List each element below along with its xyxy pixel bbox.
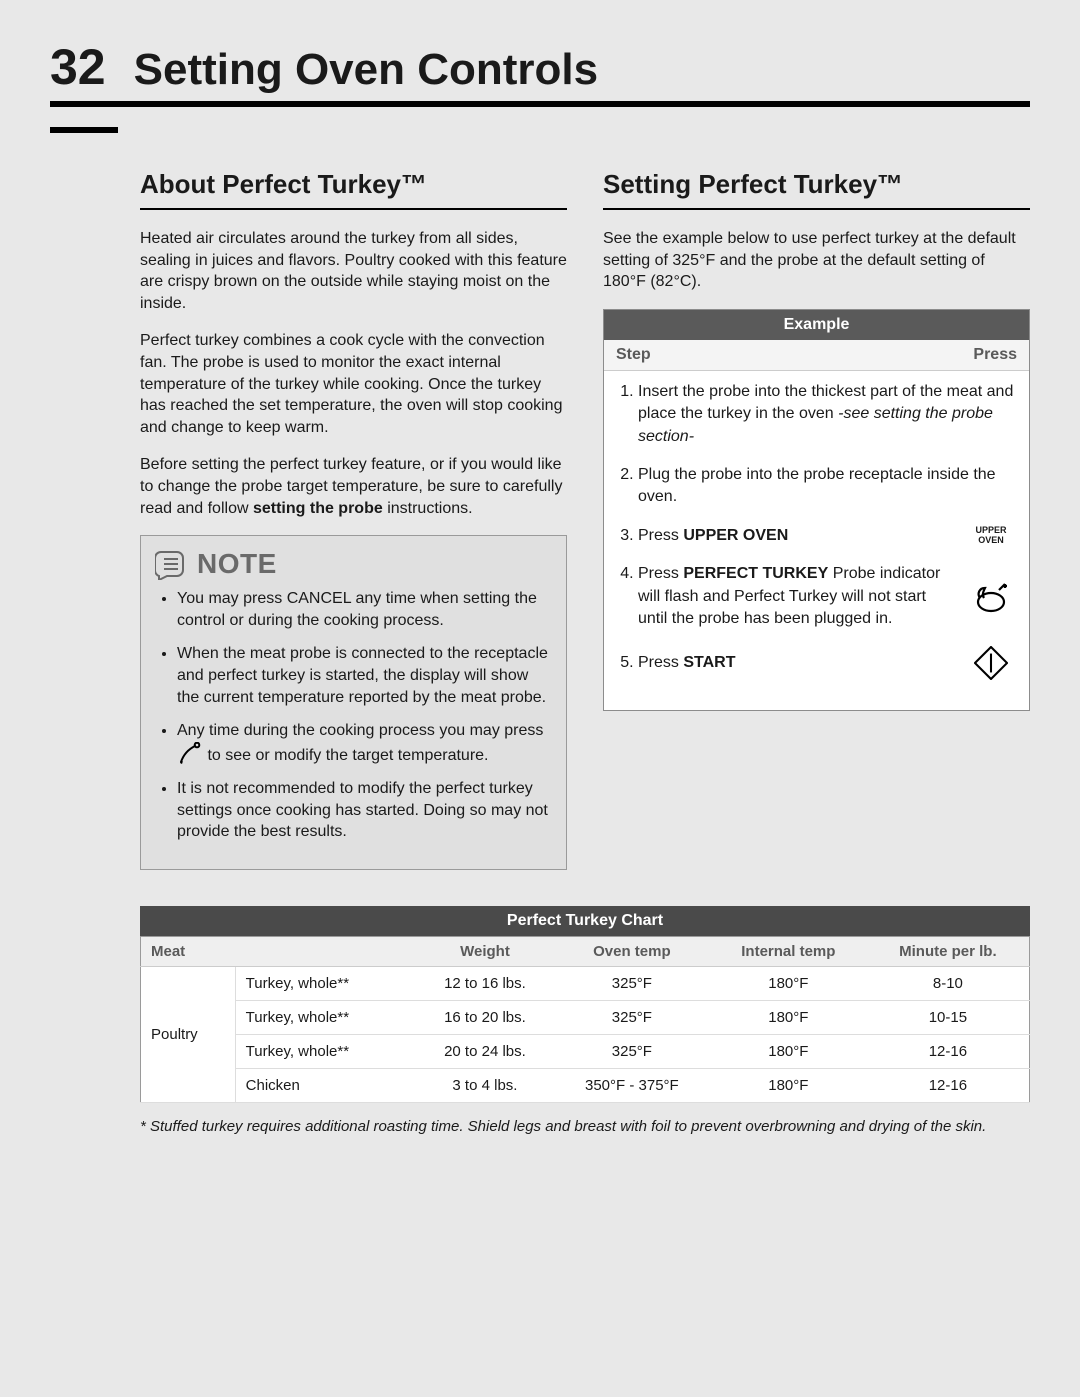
chart-col: Internal temp xyxy=(710,937,867,967)
cell: 12-16 xyxy=(867,1069,1030,1103)
step-item: Insert the probe into the thickest part … xyxy=(638,381,1015,448)
setting-section-title: Setting Perfect Turkey™ xyxy=(603,169,1030,210)
cell: Chicken xyxy=(235,1069,416,1103)
about-paragraph: Heated air circulates around the turkey … xyxy=(140,228,567,314)
text: instructions. xyxy=(383,500,473,517)
example-steps: Insert the probe into the thickest part … xyxy=(604,371,1029,711)
cell: 10-15 xyxy=(867,1001,1030,1035)
note-item: It is not recommended to modify the perf… xyxy=(177,778,552,843)
table-row: Turkey, whole** 20 to 24 lbs. 325°F 180°… xyxy=(141,1035,1030,1069)
step-item: Press PERFECT TURKEY Probe indicator wil… xyxy=(638,563,1015,630)
setting-intro: See the example below to use perfect tur… xyxy=(603,228,1030,293)
about-section-title: About Perfect Turkey™ xyxy=(140,169,567,210)
chart-col xyxy=(235,937,416,967)
example-table: Example Step Press Insert the probe into… xyxy=(603,309,1030,712)
note-item: When the meat probe is connected to the … xyxy=(177,643,552,708)
table-row: Chicken 3 to 4 lbs. 350°F - 375°F 180°F … xyxy=(141,1069,1030,1103)
chart-col: Oven temp xyxy=(554,937,710,967)
note-icon xyxy=(155,548,187,580)
cell: 20 to 24 lbs. xyxy=(416,1035,554,1069)
note-list: You may press CANCEL any time when setti… xyxy=(155,588,552,843)
cell: 350°F - 375°F xyxy=(554,1069,710,1103)
cell: 180°F xyxy=(710,967,867,1001)
left-column: About Perfect Turkey™ Heated air circula… xyxy=(140,169,567,870)
chart-table: Meat Weight Oven temp Internal temp Minu… xyxy=(140,936,1030,1103)
table-row: Poultry Turkey, whole** 12 to 16 lbs. 32… xyxy=(141,967,1030,1001)
chart-col: Weight xyxy=(416,937,554,967)
step-item: Plug the probe into the probe receptacle… xyxy=(638,464,1015,509)
cell: 325°F xyxy=(554,1035,710,1069)
chart-title: Perfect Turkey Chart xyxy=(140,906,1030,936)
manual-page: 32 Setting Oven Controls About Perfect T… xyxy=(0,0,1080,1397)
about-paragraph: Before setting the perfect turkey featur… xyxy=(140,454,567,519)
note-item: You may press CANCEL any time when setti… xyxy=(177,588,552,631)
text: Press xyxy=(638,565,683,582)
header-divider xyxy=(50,127,118,133)
rowgroup-label: Poultry xyxy=(141,967,236,1103)
chart-col: Minute per lb. xyxy=(867,937,1030,967)
cell: Turkey, whole** xyxy=(235,1001,416,1035)
chart-footnote: * Stuffed turkey requires additional roa… xyxy=(140,1117,1030,1137)
text: Any time during the cooking process you … xyxy=(177,722,543,739)
page-header: 32 Setting Oven Controls xyxy=(50,42,1030,107)
cell: 8-10 xyxy=(867,967,1030,1001)
page-number: 32 xyxy=(50,42,106,92)
bold-text: PERFECT TURKEY xyxy=(683,565,828,582)
bold-text: setting the probe xyxy=(253,500,383,517)
cell: Turkey, whole** xyxy=(235,967,416,1001)
cell: 325°F xyxy=(554,1001,710,1035)
cell: 16 to 20 lbs. xyxy=(416,1001,554,1035)
text: Press xyxy=(638,527,683,544)
icon-label: UPPER OVEN xyxy=(975,525,1006,544)
cell: 12 to 16 lbs. xyxy=(416,967,554,1001)
right-column: Setting Perfect Turkey™ See the example … xyxy=(603,169,1030,870)
example-columns: Step Press xyxy=(604,340,1029,371)
probe-icon xyxy=(177,742,203,766)
cell: 325°F xyxy=(554,967,710,1001)
perfect-turkey-icon xyxy=(967,580,1015,614)
start-icon xyxy=(967,646,1015,680)
col-step: Step xyxy=(616,346,651,364)
cell: 3 to 4 lbs. xyxy=(416,1069,554,1103)
step-item: Press START xyxy=(638,646,1015,680)
example-title: Example xyxy=(604,310,1029,340)
perfect-turkey-chart: Perfect Turkey Chart Meat Weight Oven te… xyxy=(140,906,1030,1103)
bold-text: UPPER OVEN xyxy=(683,527,788,544)
about-paragraph: Perfect turkey combines a cook cycle wit… xyxy=(140,330,567,438)
chart-col: Meat xyxy=(141,937,236,967)
cell: Turkey, whole** xyxy=(235,1035,416,1069)
note-box: NOTE You may press CANCEL any time when … xyxy=(140,535,567,870)
bold-text: START xyxy=(683,654,735,671)
chart-header-row: Meat Weight Oven temp Internal temp Minu… xyxy=(141,937,1030,967)
note-header: NOTE xyxy=(155,548,552,580)
table-row: Turkey, whole** 16 to 20 lbs. 325°F 180°… xyxy=(141,1001,1030,1035)
upper-oven-icon: UPPER OVEN xyxy=(967,526,1015,545)
cell: 12-16 xyxy=(867,1035,1030,1069)
note-item: Any time during the cooking process you … xyxy=(177,720,552,766)
col-press: Press xyxy=(973,346,1017,364)
two-column-layout: About Perfect Turkey™ Heated air circula… xyxy=(140,169,1030,870)
cell: 180°F xyxy=(710,1069,867,1103)
cell: 180°F xyxy=(710,1035,867,1069)
cell: 180°F xyxy=(710,1001,867,1035)
page-title: Setting Oven Controls xyxy=(134,45,598,95)
note-label: NOTE xyxy=(197,548,277,580)
text: Press xyxy=(638,654,683,671)
text: to see or modify the target temperature. xyxy=(207,747,488,764)
step-item: Press UPPER OVEN UPPER OVEN xyxy=(638,525,1015,547)
